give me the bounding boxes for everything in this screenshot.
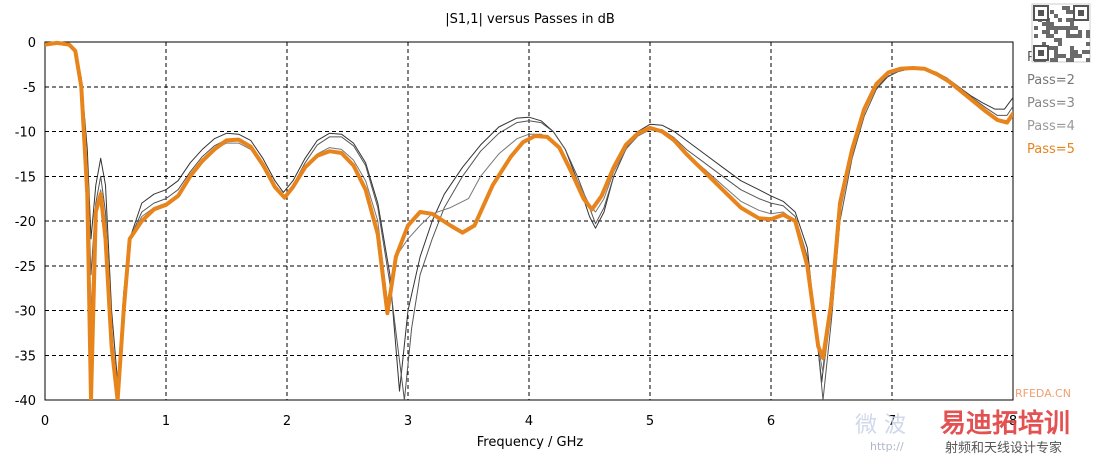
plot-frame: [44, 41, 1014, 401]
watermark-site: RFEDA.CN: [1015, 387, 1071, 400]
legend-item-pass-3[interactable]: Pass=3: [1027, 96, 1075, 111]
plot-area-border: [44, 41, 1014, 401]
series-line-pass-2: [45, 42, 1013, 400]
legend-item-pass-4[interactable]: Pass=4: [1027, 119, 1075, 134]
series-layer: [45, 40, 1013, 400]
x-tick-label: 8: [1009, 414, 1017, 429]
watermark: RFEDA.CN 微 波 http:// 易迪拓培训 射频和天线设计专家: [855, 3, 1091, 456]
x-tick-label: 7: [888, 414, 896, 429]
x-tick-label: 3: [404, 414, 412, 429]
x-tick-label: 0: [41, 414, 49, 429]
x-tick-label: 4: [525, 414, 533, 429]
x-tick-label: 6: [767, 414, 775, 429]
qr-code-icon: [1031, 3, 1091, 63]
y-tick-label: -35: [15, 349, 36, 364]
chart-title: |S1,1| versus Passes in dB: [445, 12, 615, 27]
watermark-http: http://: [870, 440, 904, 453]
tick-labels: 0 1 2 3 4 5 6 7 8 0 -5 -10 -15 -20 -25 -30 -35 -40: [15, 36, 1017, 429]
y-tick-label: 0: [28, 36, 36, 51]
y-tick-label: -10: [15, 126, 36, 141]
watermark-brand: 易迪拓培训: [940, 409, 1070, 439]
x-axis-title: Frequency / GHz: [477, 435, 584, 450]
y-tick-label: -15: [15, 170, 36, 185]
watermark-cn-left: 微 波: [855, 413, 906, 438]
y-tick-label: -5: [23, 81, 36, 96]
y-tick-label: -30: [15, 305, 36, 320]
x-tick-label: 5: [646, 414, 654, 429]
y-tick-label: -40: [15, 394, 36, 409]
watermark-tagline: 射频和天线设计专家: [945, 440, 1062, 456]
series-line-pass-5: [45, 40, 1013, 400]
y-tick-label: -20: [15, 215, 36, 230]
legend-item-pass-5[interactable]: Pass=5: [1027, 142, 1075, 157]
x-tick-label: 2: [283, 414, 291, 429]
legend-item-pass-2[interactable]: Pass=2: [1027, 73, 1075, 88]
y-tick-label: -25: [15, 260, 36, 275]
x-tick-label: 1: [162, 414, 170, 429]
